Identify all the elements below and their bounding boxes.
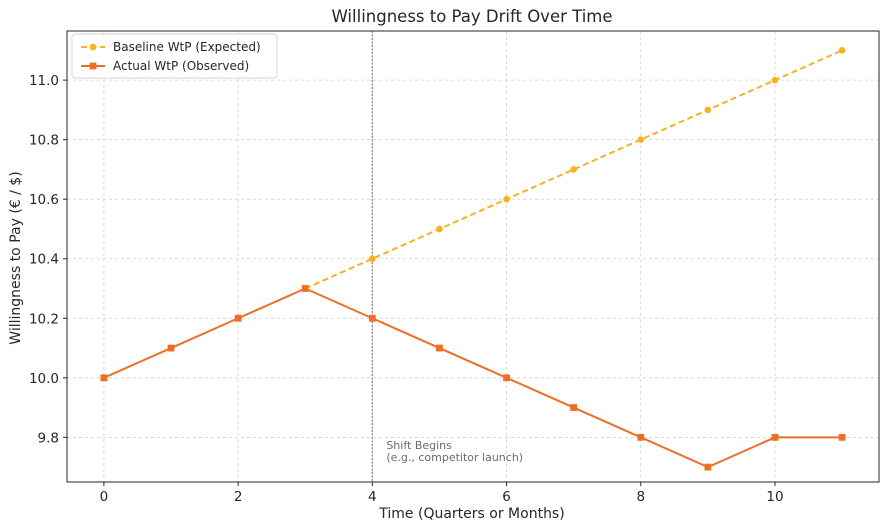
x-tick-label: 2 (234, 489, 243, 505)
legend-label-actual: Actual WtP (Observed) (113, 59, 249, 73)
shift-annotation-line2: (e.g., competitor launch) (386, 451, 523, 464)
data-point-0 (503, 195, 510, 203)
data-point-0 (771, 76, 779, 84)
data-point-1 (838, 433, 846, 441)
x-axis-title: Time (Quarters or Months) (378, 506, 564, 522)
y-axis-title: Willingness to Pay (€ / $) (8, 171, 24, 344)
data-point-1 (100, 374, 108, 382)
legend-marker-actual (89, 62, 97, 70)
tick-labels: 0 2 4 6 8 10 9.8 10.0 10.2 10.4 10.6 10.8 11.0 (29, 73, 784, 505)
data-point-1 (704, 463, 712, 471)
series-line-0 (304, 49, 843, 290)
y-tick-label: 10.6 (29, 192, 59, 208)
data-point-0 (369, 255, 376, 263)
data-point-0 (637, 136, 645, 143)
data-point-1 (167, 344, 175, 352)
data-point-1 (570, 404, 578, 411)
data-point-1 (301, 285, 309, 292)
series-line-1 (103, 287, 843, 469)
y-tick-label: 9.8 (38, 430, 59, 446)
legend-box (71, 33, 278, 79)
data-point-0 (436, 225, 443, 233)
data-point-1 (637, 433, 645, 441)
data-point-0 (704, 106, 712, 114)
y-tick-label: 10.2 (29, 311, 59, 327)
y-tick-label: 10.4 (29, 252, 59, 268)
grid-lines (67, 31, 879, 482)
x-tick-label: 10 (766, 489, 783, 505)
y-tick-label: 11.0 (29, 73, 59, 89)
x-tick-label: 0 (100, 489, 109, 505)
legend: Baseline WtP (Expected) Actual WtP (Obse… (71, 33, 278, 79)
shift-annotation-line1: Shift Begins (386, 439, 452, 452)
legend-label-baseline: Baseline WtP (Expected) (113, 40, 261, 54)
y-tick-label: 10.0 (29, 371, 59, 387)
chart-title: Willingness to Pay Drift Over Time (331, 7, 612, 26)
data-point-1 (234, 314, 242, 322)
data-point-1 (503, 374, 510, 382)
data-point-1 (368, 314, 376, 322)
data-point-0 (570, 166, 577, 173)
x-tick-label: 6 (502, 489, 511, 505)
x-tick-label: 4 (368, 489, 377, 505)
y-tick-label: 10.8 (29, 133, 59, 149)
legend-marker-baseline (89, 43, 97, 51)
axes-frame (63, 30, 880, 486)
data-point-0 (838, 47, 846, 54)
data-point-1 (771, 433, 779, 441)
data-point-1 (436, 344, 443, 352)
x-tick-label: 8 (636, 489, 645, 505)
plot-frame (66, 30, 880, 483)
series-layer (100, 47, 846, 471)
